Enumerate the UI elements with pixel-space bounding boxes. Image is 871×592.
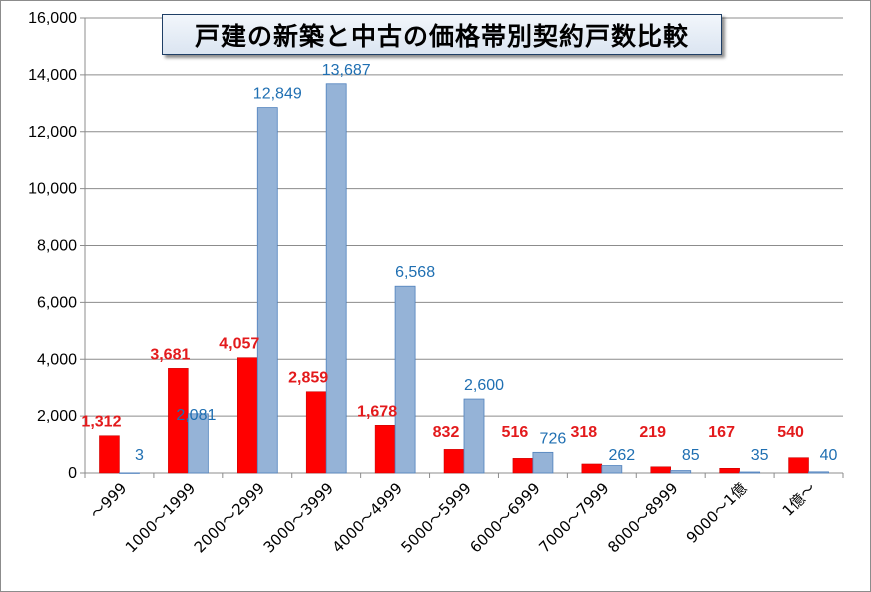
- bar-series-1: [512, 458, 534, 474]
- bar-series-1: [99, 435, 120, 474]
- data-labels: 1,312 3 3,681 2,081 4,057 12,849 2,859 13,687 1,…: [81, 62, 837, 464]
- data-label-series-2: 3: [135, 447, 144, 464]
- data-label-series-2: 6,568: [395, 264, 435, 281]
- data-label-series-1: 3,681: [150, 346, 190, 363]
- data-label-series-1: 318: [570, 424, 597, 441]
- y-tick-label: 12,000: [28, 124, 77, 141]
- x-tick-label: 6000～6999: [466, 479, 543, 556]
- y-tick-label: 10,000: [28, 181, 77, 198]
- bars: [99, 83, 829, 474]
- x-tick-label: 9000～1億: [683, 479, 751, 547]
- x-tick-label: 1億～: [779, 479, 820, 520]
- y-tick-label: 2,000: [37, 408, 77, 425]
- bar-series-1: [237, 357, 258, 474]
- data-label-series-2: 262: [608, 447, 635, 464]
- bar-series-1: [650, 466, 671, 474]
- y-tick-label: 16,000: [28, 10, 77, 27]
- bar-series-2: [119, 472, 140, 474]
- bar-series-1: [305, 391, 327, 474]
- y-tick-label: 8,000: [37, 238, 77, 255]
- data-label-series-2: 2,081: [176, 407, 216, 424]
- bar-series-2: [601, 465, 623, 474]
- data-label-series-2: 85: [682, 447, 700, 464]
- data-label-series-1: 516: [502, 424, 529, 441]
- y-tick-label: 6,000: [37, 294, 77, 311]
- x-tick-label: 3000～3999: [260, 479, 337, 556]
- data-label-series-2: 35: [751, 447, 769, 464]
- data-label-series-2: 12,849: [253, 86, 302, 103]
- bar-series-1: [581, 463, 603, 474]
- x-tick-label: 7000～7999: [535, 479, 612, 556]
- data-label-series-2: 2,600: [464, 377, 504, 394]
- x-tick-labels: ～9991000～19992000～29993000～39994000～4999…: [87, 479, 820, 556]
- bar-series-2: [256, 107, 278, 474]
- chart-title: 戸建の新築と中古の価格帯別契約戸数比較: [194, 21, 689, 51]
- data-label-series-1: 540: [777, 424, 804, 441]
- bar-series-1: [719, 468, 740, 474]
- bar-series-2: [532, 451, 554, 474]
- y-tick-label: 4,000: [37, 351, 77, 368]
- bar-series-2: [187, 413, 209, 474]
- gridlines: [85, 17, 843, 417]
- y-tick-label: 14,000: [28, 67, 77, 84]
- data-label-series-1: 4,057: [219, 336, 259, 353]
- data-label-series-2: 726: [540, 430, 567, 447]
- data-label-series-2: 40: [820, 447, 838, 464]
- x-tick-label: 4000～4999: [329, 479, 406, 556]
- bar-series-2: [325, 83, 347, 474]
- bar-series-1: [443, 449, 465, 474]
- data-label-series-1: 2,859: [288, 370, 328, 387]
- bar-series-2: [463, 398, 485, 474]
- bar-series-2: [394, 285, 416, 474]
- data-label-series-1: 1,678: [357, 403, 397, 420]
- y-tick-labels: 0 2,000 4,000 6,000 8,000 10,000 12,000 14,000 1…: [28, 10, 77, 482]
- data-label-series-1: 219: [639, 424, 666, 441]
- x-tick-label: 8000～8999: [604, 479, 681, 556]
- x-tick-label: 5000～5999: [397, 479, 474, 556]
- data-label-series-1: 167: [708, 424, 735, 441]
- data-label-series-1: 1,312: [81, 414, 121, 431]
- x-tick-label: 1000～1999: [122, 479, 199, 556]
- chart-title-box: 戸建の新築と中古の価格帯別契約戸数比較: [162, 14, 722, 55]
- data-label-series-2: 13,687: [322, 62, 371, 79]
- bar-series-2: [808, 471, 829, 474]
- y-tick-label: 0: [68, 465, 77, 482]
- x-tick-label: ～999: [87, 479, 131, 523]
- bar-series-2: [739, 471, 761, 474]
- bar-series-2: [670, 470, 692, 474]
- bar-series-1: [374, 425, 396, 474]
- data-label-series-1: 832: [433, 424, 460, 441]
- x-tick-label: 2000～2999: [191, 479, 268, 556]
- bar-series-1: [788, 457, 809, 474]
